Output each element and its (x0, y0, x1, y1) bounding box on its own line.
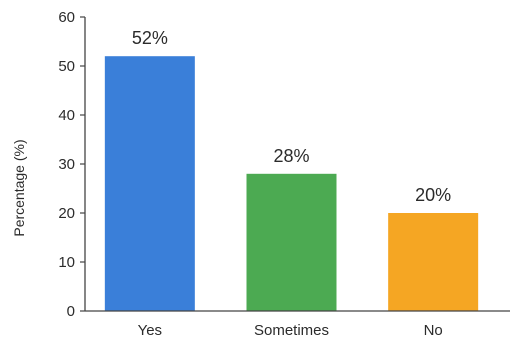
data-label-sometimes: 28% (273, 146, 309, 166)
data-label-no: 20% (415, 185, 451, 205)
x-tick-label-sometimes: Sometimes (254, 322, 329, 339)
bar-sometimes (246, 173, 337, 311)
y-tick-label: 20 (58, 205, 75, 222)
y-tick-label: 40 (58, 107, 75, 124)
bars (104, 56, 479, 312)
y-tick-label: 50 (58, 58, 75, 75)
bar-no (388, 213, 479, 311)
x-axis: Yes Sometimes No (85, 310, 510, 339)
y-tick-label: 0 (67, 303, 75, 320)
bar-yes (104, 56, 195, 312)
y-axis-title-group: Percentage (%) (11, 139, 27, 236)
y-tick-label: 60 (58, 9, 75, 26)
x-tick-label-yes: Yes (138, 322, 162, 339)
y-axis-title: Percentage (%) (11, 139, 27, 236)
x-tick-label-no: No (424, 322, 443, 339)
data-labels: 52% 28% 20% (132, 28, 451, 205)
y-axis: 0 10 20 30 40 50 60 (58, 9, 86, 320)
y-tick-label: 10 (58, 254, 75, 271)
y-tick-label: 30 (58, 156, 75, 173)
data-label-yes: 52% (132, 28, 168, 48)
